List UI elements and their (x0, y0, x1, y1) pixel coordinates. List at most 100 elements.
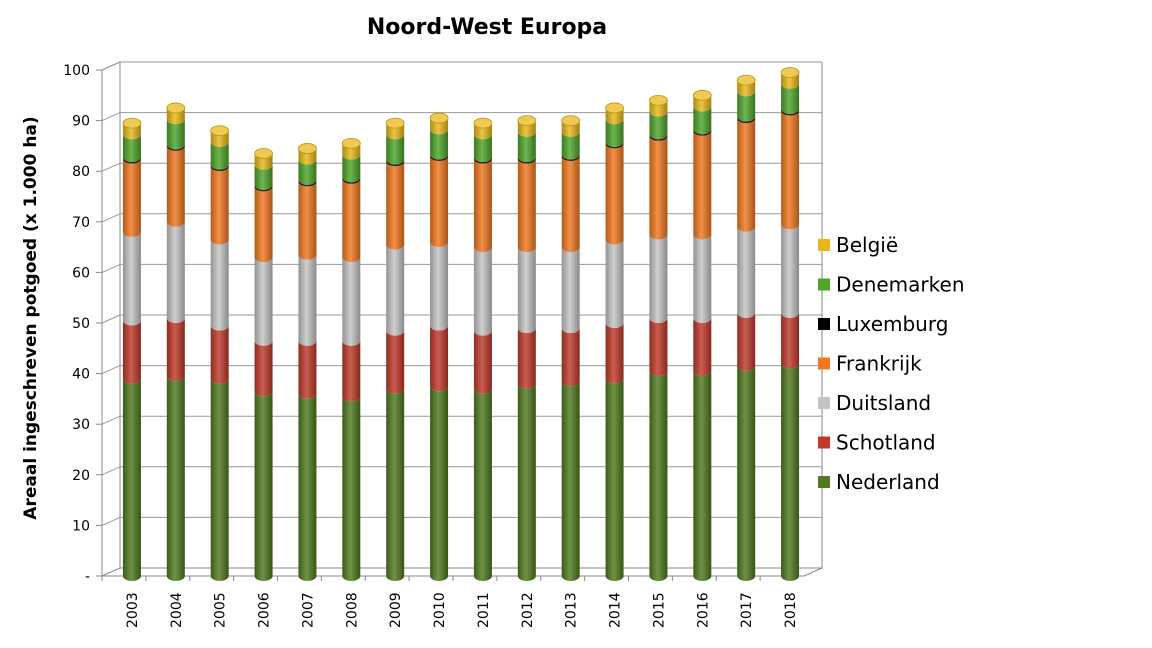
bar-segment-Nederland (122, 378, 141, 581)
legend-label-Schotland: Schotland (836, 431, 936, 455)
bar-segment-Nederland (605, 378, 624, 581)
bar-segment-Nederland (166, 376, 185, 581)
bar-segment-Schotland (737, 312, 756, 372)
bar-segment-Duitsland (561, 247, 580, 334)
bar-segment-Nederland (342, 396, 361, 581)
x-tick-label: 2007 (300, 592, 316, 628)
x-tick-label: 2010 (432, 592, 448, 628)
bar-segment-Duitsland (649, 234, 668, 323)
bar-segment-België (166, 107, 185, 125)
legend-label-België: België (836, 233, 898, 257)
bar-segment-Denemarken (473, 134, 492, 163)
bar-segment-Schotland (781, 312, 800, 369)
bar-segment-Duitsland (430, 242, 449, 331)
bar-segment-Frankrijk (649, 135, 668, 240)
bar-segment-Luxemburg (649, 134, 668, 141)
y-axis-label: Areaal ingeschreven potgoed (x 1.000 ha) (21, 116, 41, 519)
legend-label-Duitsland: Duitsland (836, 391, 931, 415)
bar-segment-Schotland (386, 330, 405, 394)
y-tick-label: 90 (72, 114, 90, 130)
bar-segment-België (693, 95, 712, 112)
bar-cap (692, 89, 712, 101)
bar-segment-Denemarken (122, 134, 141, 163)
y-tick-label: 30 (72, 417, 90, 433)
gridline-diag (101, 314, 121, 324)
gridline-diag (101, 162, 121, 172)
bar-stack-2012 (517, 115, 537, 581)
x-tick-label: 2016 (695, 592, 711, 628)
bar-stack-2007 (298, 143, 317, 581)
chart-title: Noord-West Europa (367, 15, 607, 40)
bar-segment-België (298, 148, 317, 165)
x-tick-label: 2015 (651, 592, 667, 628)
bar-cap (649, 94, 668, 106)
bar-segment-Luxemburg (254, 184, 273, 192)
bar-segment-Schotland (298, 340, 317, 399)
bar-segment-Denemarken (430, 129, 449, 160)
bar-segment-Duitsland (210, 239, 229, 331)
x-tick-label: 2004 (169, 592, 185, 628)
bar-segment-Luxemburg (517, 157, 536, 164)
bar-segment-Frankrijk (122, 158, 141, 237)
x-tick-label: 2011 (476, 592, 492, 628)
bar-segment-Schotland (649, 317, 668, 377)
bar-cap (341, 137, 361, 149)
bar-segment-Frankrijk (517, 158, 536, 253)
bar-segment-Duitsland (342, 257, 361, 346)
legend-swatch-Nederland (818, 476, 830, 488)
bar-stack-2003 (122, 117, 142, 581)
bar-segment-België (342, 143, 361, 160)
bar-segment-België (649, 100, 668, 117)
bar-segment-Duitsland (298, 254, 317, 346)
bar-segment-Denemarken (254, 164, 273, 190)
bar-segment-Frankrijk (473, 158, 492, 253)
bar-segment-Nederland (430, 386, 449, 581)
y-tick-label: 50 (72, 316, 90, 332)
bar-segment-België (517, 120, 536, 137)
legend: België Denemarken Luxemburg Frankrijk Duitsl… (818, 233, 965, 494)
bar-segment-Schotland (517, 328, 536, 389)
bar-segment-België (430, 118, 449, 135)
bar-segment-Luxemburg (210, 164, 229, 172)
bar-segment-Frankrijk (605, 143, 624, 245)
bar-segment-Luxemburg (166, 144, 185, 151)
bar-stack-2008 (341, 137, 361, 581)
bar-segment-Duitsland (386, 244, 405, 336)
bar-cap (605, 102, 624, 114)
bar-cap (210, 125, 230, 137)
x-tick-label: 2005 (213, 592, 229, 628)
bar-segment-Nederland (649, 371, 668, 581)
bar-stack-2011 (473, 117, 493, 581)
bar-segment-Nederland (210, 378, 229, 581)
bar-cap (385, 117, 405, 129)
gridline-diag (101, 415, 121, 425)
gridline-diag (101, 365, 121, 375)
bar-segment-België (473, 123, 492, 140)
legend-swatch-Schotland (818, 436, 830, 449)
bar-stack-2018 (780, 67, 800, 581)
bar-segment-Denemarken (781, 83, 800, 114)
x-tick-label: 2018 (783, 592, 799, 628)
bar-cap (429, 112, 449, 124)
bar-segment-Nederland (473, 388, 492, 581)
bar-segment-Nederland (693, 371, 712, 581)
bar-segment-Duitsland (166, 221, 185, 323)
bar-segment-Denemarken (693, 106, 712, 135)
bar-segment-Nederland (298, 393, 317, 581)
bar-stack-2006 (254, 148, 273, 581)
bar-segment-Denemarken (210, 141, 229, 170)
bar-segment-België (122, 123, 141, 140)
bar-segment-Luxemburg (298, 179, 317, 187)
bar-segment-Schotland (122, 320, 141, 384)
bar-cap (122, 117, 142, 129)
bar-segment-Luxemburg (693, 129, 712, 136)
bar-segment-Schotland (254, 340, 273, 397)
x-tick-label: 2012 (520, 592, 536, 628)
gridline-diag (101, 61, 121, 71)
bar-segment-Duitsland (605, 239, 624, 328)
bar-segment-België (254, 153, 273, 170)
y-tick-label: 60 (72, 265, 90, 281)
bar-segment-Schotland (166, 317, 185, 382)
y-tick-label: 80 (72, 164, 90, 180)
